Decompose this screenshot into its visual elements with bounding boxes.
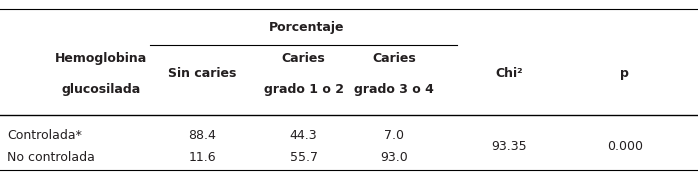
Text: glucosilada: glucosilada (61, 83, 141, 96)
Text: Controlada*: Controlada* (7, 128, 82, 142)
Text: 7.0: 7.0 (385, 128, 404, 142)
Text: No controlada: No controlada (7, 151, 95, 164)
Text: 93.35: 93.35 (491, 140, 528, 153)
Text: Caries: Caries (373, 52, 416, 65)
Text: Porcentaje: Porcentaje (269, 21, 345, 34)
Text: 11.6: 11.6 (188, 151, 216, 164)
Text: Hemoglobina: Hemoglobina (55, 52, 147, 65)
Text: 55.7: 55.7 (290, 151, 318, 164)
Text: Chi²: Chi² (496, 67, 524, 80)
Text: Sin caries: Sin caries (168, 67, 237, 80)
Text: 0.000: 0.000 (607, 140, 643, 153)
Text: 44.3: 44.3 (290, 128, 318, 142)
Text: Caries: Caries (282, 52, 325, 65)
Text: 88.4: 88.4 (188, 128, 216, 142)
Text: grado 3 o 4: grado 3 o 4 (355, 83, 434, 96)
Text: 93.0: 93.0 (380, 151, 408, 164)
Text: p: p (621, 67, 629, 80)
Text: grado 1 o 2: grado 1 o 2 (264, 83, 343, 96)
